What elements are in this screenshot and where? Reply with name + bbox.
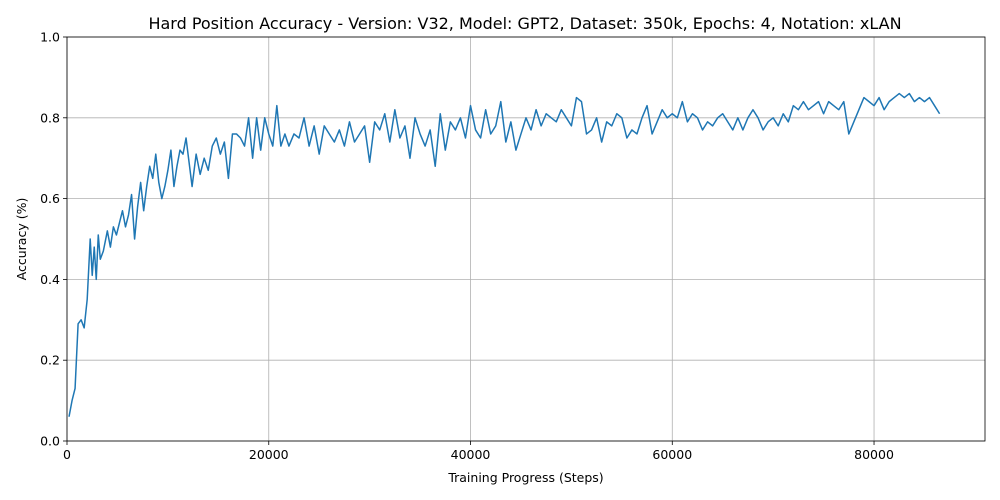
x-tick-label: 80000 xyxy=(854,447,894,462)
x-tick-label: 20000 xyxy=(249,447,289,462)
grid xyxy=(66,36,985,442)
y-tick-label: 0.8 xyxy=(40,110,60,125)
y-tick-label: 0.6 xyxy=(40,191,60,206)
plot-frame xyxy=(66,36,986,442)
chart-title: Hard Position Accuracy - Version: V32, M… xyxy=(148,14,901,33)
y-axis-label: Accuracy (%) xyxy=(14,198,29,281)
y-tick-label: 0.2 xyxy=(40,353,60,368)
x-tick-label: 40000 xyxy=(451,447,491,462)
accuracy-line xyxy=(68,92,941,417)
ticks: 0 20000 40000 60000 80000 0.0 0.2 0.4 0.6 0.8 1.0 xyxy=(40,30,894,463)
x-tick-label: 0 xyxy=(63,447,71,462)
x-axis-label: Training Progress (Steps) xyxy=(447,470,603,485)
x-tick-label: 60000 xyxy=(652,447,692,462)
y-tick-label: 0.0 xyxy=(40,434,60,449)
y-tick-label: 0.4 xyxy=(40,272,60,287)
y-tick-label: 1.0 xyxy=(40,30,60,45)
